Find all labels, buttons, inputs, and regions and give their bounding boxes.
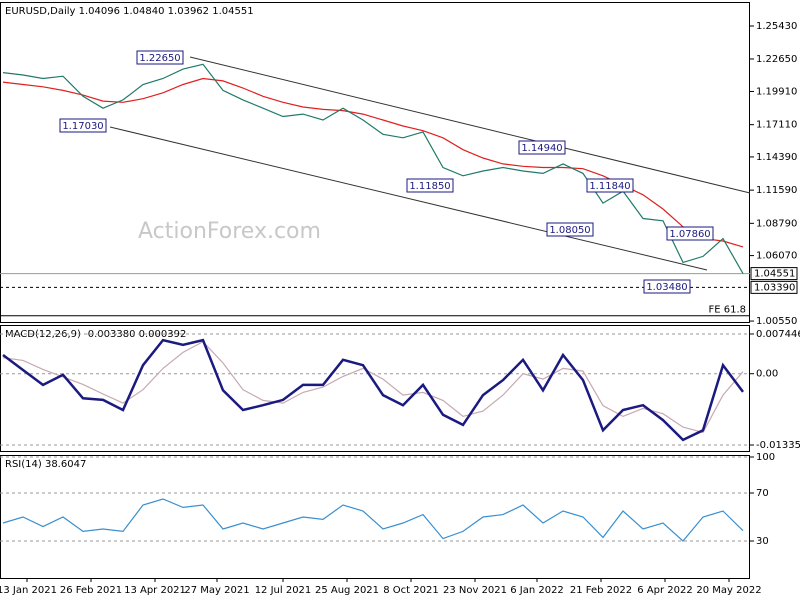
fe-label: FE 61.8 <box>708 305 746 316</box>
x-tick-label: 12 Jul 2021 <box>255 585 312 596</box>
annotation: 1.17030 <box>62 121 103 132</box>
x-tick-label: 6 Jan 2022 <box>510 585 564 596</box>
x-tick-label: 25 Aug 2021 <box>315 585 379 596</box>
x-tick-label: 6 Apr 2022 <box>637 585 692 596</box>
x-tick-label: 13 Jan 2021 <box>0 585 57 596</box>
annotation: 1.08050 <box>549 225 590 236</box>
price-box <box>750 267 798 281</box>
current-price-label: 1.04551 <box>754 269 795 280</box>
y-tick-label: 0.00 <box>756 369 778 380</box>
series-line <box>2 338 745 442</box>
y-tick-label: 1.06070 <box>756 251 797 262</box>
annotation-box <box>406 178 454 193</box>
annotation: 1.22650 <box>139 53 180 64</box>
price-box <box>750 280 798 294</box>
channel-lower <box>109 126 708 271</box>
price-title: EURUSD,Daily 1.04096 1.04840 1.03962 1.0… <box>5 6 254 17</box>
annotation-box <box>666 226 714 241</box>
annotation-box <box>136 50 184 65</box>
y-tick-label: 1.11590 <box>756 185 797 196</box>
annotation: 1.14940 <box>521 143 562 154</box>
x-tick-label: 23 Nov 2021 <box>443 585 507 596</box>
y-tick-label: 1.19910 <box>756 86 797 97</box>
x-tick-label: 21 Feb 2022 <box>570 585 632 596</box>
annotation: 1.11840 <box>589 181 630 192</box>
y-tick-label: 0.007446 <box>756 329 800 340</box>
series-line <box>2 498 744 542</box>
annotation-box <box>59 118 107 133</box>
price-panel <box>0 2 750 323</box>
channel-upper <box>189 56 751 194</box>
series-line <box>2 340 744 434</box>
support-label: 1.03390 <box>754 282 795 293</box>
y-tick-label: 1.00550 <box>756 316 797 327</box>
watermark: ActionForex.com <box>138 219 321 244</box>
y-tick-label: 1.22650 <box>756 54 797 65</box>
y-tick-label: 1.25430 <box>756 21 797 32</box>
y-tick-label: 1.08790 <box>756 218 797 229</box>
annotation-box <box>643 279 691 294</box>
annotation-box <box>518 140 566 155</box>
rsi-title: RSI(14) 38.6047 <box>5 459 86 470</box>
y-tick-label: -0.013359 <box>756 440 800 451</box>
annotation: 1.11850 <box>409 181 450 192</box>
series-line <box>2 63 744 274</box>
macd-title: MACD(12,26,9) -0.003380 0.000392 <box>5 329 186 340</box>
macd-panel <box>0 325 750 452</box>
y-tick-label: 100 <box>756 452 775 463</box>
x-tick-label: 27 May 2021 <box>184 585 249 596</box>
y-tick-label: 1.17110 <box>756 120 797 131</box>
x-tick-label: 26 Feb 2021 <box>60 585 122 596</box>
y-tick-label: 1.14390 <box>756 152 797 163</box>
x-tick-label: 8 Oct 2021 <box>383 585 438 596</box>
rsi-panel <box>0 455 750 579</box>
x-tick-label: 13 Apr 2021 <box>124 585 186 596</box>
x-tick-label: 20 May 2022 <box>696 585 761 596</box>
y-tick-label: 30 <box>756 536 769 547</box>
annotation-box <box>546 222 594 237</box>
y-tick-label: 70 <box>756 488 769 499</box>
annotation: 1.03480 <box>646 282 687 293</box>
annotation-box <box>586 178 634 193</box>
annotation: 1.07860 <box>669 229 710 240</box>
